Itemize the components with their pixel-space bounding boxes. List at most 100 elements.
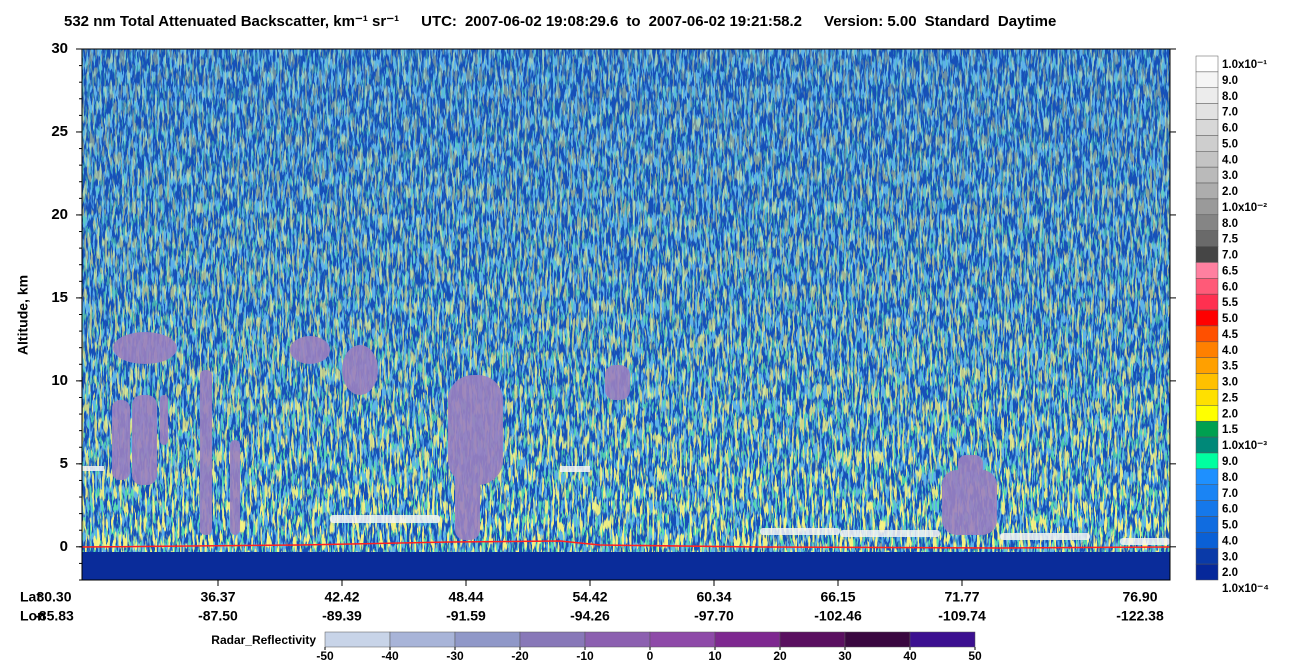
colorbar-label: 3.0 <box>1222 551 1238 563</box>
radar-tick-label: 0 <box>647 649 654 663</box>
version: Version: 5.00 <box>824 13 917 30</box>
lat-tick-label: 48.44 <box>448 589 483 605</box>
colorbar-box <box>1195 436 1219 454</box>
colorbar-label: 8.0 <box>1222 218 1238 230</box>
colorbar-box <box>1195 500 1219 517</box>
radar-colorbar-box <box>714 631 781 648</box>
range-word: to <box>626 13 640 30</box>
radar-tick-label: 10 <box>708 649 722 663</box>
colorbar-box <box>1195 103 1219 120</box>
colorbar-label: 8.0 <box>1222 91 1238 103</box>
lat-tick-label: 36.37 <box>200 589 235 605</box>
colorbar-label: 1.0x10⁻⁴ <box>1222 583 1269 595</box>
radar-tick-label: 30 <box>838 649 852 663</box>
colorbar-label: 2.0 <box>1222 186 1238 198</box>
colorbar-box <box>1195 71 1219 89</box>
colorbar-label: 9.0 <box>1222 456 1238 468</box>
radar-tick-label: -20 <box>511 649 529 663</box>
colorbar-box <box>1195 373 1219 390</box>
colorbar-box <box>1195 484 1219 501</box>
colorbar-box <box>1195 182 1219 200</box>
lon-tick-label: -89.39 <box>322 608 362 624</box>
colorbar-label: 7.5 <box>1222 234 1239 246</box>
colorbar-label: 4.5 <box>1222 329 1239 341</box>
lat-tick-label: 71.77 <box>944 589 979 605</box>
colorbar-label: 7.0 <box>1222 250 1238 262</box>
colorbar-label: 4.0 <box>1222 535 1238 547</box>
colorbar-box <box>1195 246 1219 263</box>
radar-tick-label: 20 <box>773 649 787 663</box>
radar-tick-label: -30 <box>446 649 464 663</box>
colorbar-box <box>1195 405 1219 422</box>
mode: Standard Daytime <box>925 13 1057 30</box>
colorbar-label: 6.0 <box>1222 504 1238 516</box>
radar-tick-label: 50 <box>968 649 982 663</box>
lat-tick-label: 60.34 <box>696 589 731 605</box>
colorbar-label: 5.0 <box>1222 138 1238 150</box>
colorbar-label: 3.5 <box>1222 361 1239 373</box>
y-axis-label: Altitude, km <box>15 275 31 355</box>
colorbar-label: 6.0 <box>1222 123 1238 135</box>
colorbar-box <box>1195 547 1219 565</box>
lat-label: Lat <box>20 589 41 605</box>
y-tick-label: 15 <box>51 289 68 306</box>
title: 532 nm Total Attenuated Backscatter, km⁻… <box>64 13 399 30</box>
radar-colorbar-box <box>519 631 586 648</box>
colorbar-label: 2.0 <box>1222 567 1238 579</box>
colorbar-label: 3.0 <box>1222 377 1238 389</box>
y-tick-label: 25 <box>51 123 68 140</box>
colorbar-label: 1.5 <box>1222 424 1239 436</box>
lon-tick-label: -97.70 <box>694 608 734 624</box>
colorbar-label: 4.0 <box>1222 345 1238 357</box>
radar-tick-label: 40 <box>903 649 917 663</box>
colorbar-box <box>1195 452 1219 470</box>
colorbar-box <box>1195 151 1219 168</box>
colorbar-label: 1.0x10⁻¹ <box>1222 59 1267 71</box>
colorbar-label: 4.0 <box>1222 154 1238 166</box>
colorbar-label: 5.5 <box>1222 297 1239 309</box>
colorbar-label: 6.0 <box>1222 281 1238 293</box>
colorbar-label: 9.0 <box>1222 75 1238 87</box>
colorbar-label: 5.0 <box>1222 313 1238 325</box>
colorbar-label: 5.0 <box>1222 520 1238 532</box>
radar-colorbar-box <box>584 631 651 648</box>
lon-label: Lon <box>20 608 46 624</box>
radar-tick-label: -50 <box>316 649 334 663</box>
colorbar-label: 3.0 <box>1222 170 1238 182</box>
y-tick-label: 10 <box>51 372 68 389</box>
lon-tick-label: -94.26 <box>570 608 610 624</box>
y-tick-label: 0 <box>60 538 68 555</box>
lon-tick-label: -85.83 <box>34 608 74 624</box>
lon-tick-label: -91.59 <box>446 608 486 624</box>
colorbar-box <box>1195 516 1219 533</box>
radar-colorbar-box <box>389 631 456 648</box>
radar-colorbar-box <box>649 631 716 648</box>
colorbar-label: 1.0x10⁻² <box>1222 202 1267 214</box>
colorbar-box <box>1195 135 1219 152</box>
lat-tick-label: 42.42 <box>324 589 359 605</box>
radar-colorbar-box <box>324 631 391 648</box>
colorbar-box <box>1195 119 1219 136</box>
lon-tick-label: -102.46 <box>814 608 862 624</box>
colorbar-box <box>1195 325 1219 343</box>
colorbar-box <box>1195 309 1219 327</box>
utc-label: UTC: <box>421 13 457 30</box>
radar-colorbar-box <box>779 631 846 648</box>
radar-tick-label: -40 <box>381 649 399 663</box>
colorbar-box <box>1195 166 1219 184</box>
radar-colorbar-box <box>844 631 911 648</box>
lon-tick-label: -122.38 <box>1116 608 1164 624</box>
colorbar-box <box>1195 293 1219 311</box>
colorbar-box <box>1195 389 1219 406</box>
colorbar-label: 2.0 <box>1222 408 1238 420</box>
end-time: 2007-06-02 19:21:58.2 <box>649 13 802 30</box>
y-tick-label: 5 <box>60 455 68 472</box>
chart-title: 532 nm Total Attenuated Backscatter, km⁻… <box>64 13 1056 30</box>
colorbar-label: 8.0 <box>1222 472 1238 484</box>
radar-colorbar-box <box>454 631 521 648</box>
colorbar-box <box>1195 532 1219 549</box>
lon-tick-label: -87.50 <box>198 608 238 624</box>
start-time: 2007-06-02 19:08:29.6 <box>465 13 618 30</box>
colorbar-box <box>1195 230 1219 247</box>
